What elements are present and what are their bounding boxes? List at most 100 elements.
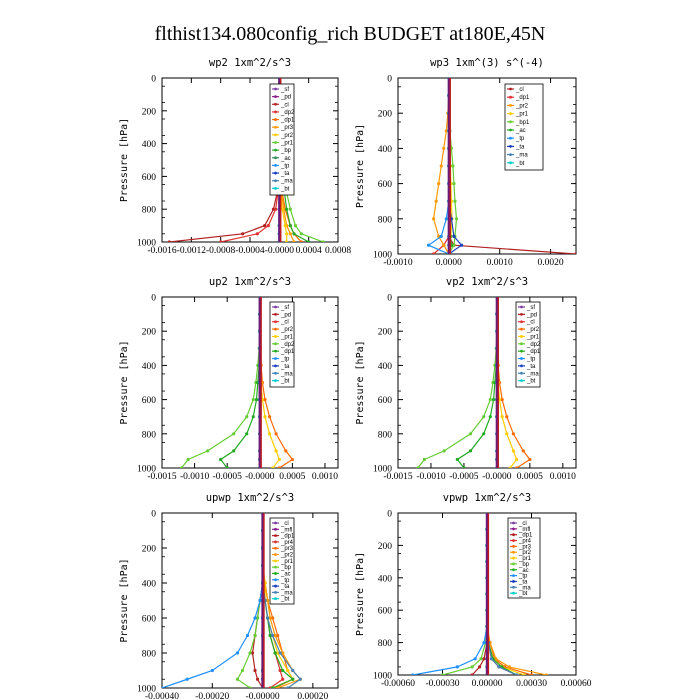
y-tick-label: 200	[142, 107, 157, 117]
y-tick-label: 800	[378, 430, 393, 440]
data-point	[452, 182, 456, 186]
plot-frame	[397, 296, 577, 469]
x-tick-label: 0.0005	[279, 472, 305, 482]
legend-label: _pr4	[280, 540, 294, 546]
data-point	[285, 240, 289, 242]
x-tick-label: -0.00030	[425, 679, 459, 689]
panel-title: up2 1xm^2/s^3	[209, 276, 291, 288]
legend-marker	[512, 544, 515, 548]
legend-label: _dp1	[526, 349, 541, 355]
legend-marker	[520, 320, 523, 324]
legend-marker	[274, 379, 277, 383]
data-point	[488, 415, 492, 419]
data-point	[442, 243, 446, 247]
series-group	[426, 78, 576, 254]
data-point	[482, 415, 486, 419]
legend-marker	[509, 104, 512, 107]
legend: _sf_pd _cl_pr2_pr1 _dp2_dp1 _tp_ta_ma _bt	[269, 301, 295, 388]
x-tick-label: -0.00040	[145, 692, 179, 700]
legend-label: _ma	[526, 371, 539, 377]
data-point	[267, 432, 272, 436]
data-point	[432, 217, 436, 221]
y-tick-label: 0	[387, 294, 392, 304]
legend-label: _bp	[518, 562, 530, 568]
data-point	[521, 449, 525, 453]
legend-label: _pd	[280, 95, 291, 101]
y-axis-label: Pressure [hPa]	[355, 124, 366, 208]
x-tick-label: 0.0005	[517, 472, 543, 482]
legend-marker	[274, 527, 277, 531]
data-point	[253, 668, 257, 673]
legend-label: _dp2	[526, 342, 541, 348]
plot-frame	[161, 77, 339, 243]
x-tick-label: -0.0015	[147, 472, 177, 482]
legend-marker	[509, 112, 512, 115]
legend-marker	[512, 521, 515, 525]
legend-label: _mfl	[280, 527, 292, 533]
legend-marker	[520, 327, 523, 331]
panel-title: wp3 1xm^(3) s^(-4)	[430, 57, 544, 69]
data-point	[278, 668, 282, 673]
legend-label: _cl	[515, 87, 524, 93]
panel-5: upwp 1xm^2/s^3 Pressure [hPa] 0 200 400 600 80…	[119, 492, 339, 700]
legend-label: _sf	[280, 87, 289, 93]
legend-label: _ta	[280, 364, 290, 370]
y-tick-label: 800	[142, 650, 157, 660]
data-point	[511, 449, 515, 453]
legend-marker	[274, 584, 277, 588]
x-tick-label: -0.00020	[195, 692, 229, 700]
data-point	[299, 240, 303, 242]
data-point	[479, 657, 483, 661]
legend-label: _dp1	[518, 533, 533, 539]
legend-label: _dp1	[280, 349, 295, 355]
data-point	[266, 598, 270, 603]
data-point	[470, 665, 474, 669]
data-point	[293, 224, 298, 228]
legend-marker	[274, 590, 277, 594]
y-tick-label: 0	[151, 510, 156, 520]
legend-label: _tp	[515, 136, 525, 142]
series-group	[167, 78, 325, 242]
data-point	[276, 633, 280, 638]
data-point	[280, 207, 284, 211]
data-point	[440, 673, 445, 675]
y-tick-label: 800	[142, 430, 157, 440]
legend-marker	[512, 539, 515, 542]
y-axis-label: Pressure [hPa]	[119, 558, 130, 642]
legend-label: _pr3	[280, 546, 294, 552]
data-point	[285, 232, 289, 236]
x-tick-label: -0.0000	[482, 472, 512, 482]
x-tick-label: 0.0010	[487, 258, 513, 268]
data-point	[240, 668, 245, 673]
panel-title: wp2 1xm^2/s^3	[209, 57, 291, 69]
legend-label: _bt	[526, 379, 536, 385]
data-point	[468, 449, 473, 453]
legend-label: _cl	[280, 521, 289, 527]
legend-label: _pr3	[280, 125, 294, 131]
data-point	[219, 457, 223, 462]
x-tick-label: -0.00060	[381, 679, 415, 689]
legend-marker	[520, 357, 523, 360]
legend-marker	[274, 164, 277, 167]
data-point	[281, 651, 285, 655]
data-point	[288, 224, 292, 228]
y-axis-label: Pressure [hPa]	[355, 340, 366, 424]
data-point	[522, 673, 526, 675]
legend-marker	[512, 527, 515, 531]
legend-marker	[509, 95, 512, 99]
data-point	[283, 224, 287, 228]
legend-marker	[274, 597, 277, 601]
legend-marker	[274, 578, 277, 582]
series-group	[416, 297, 532, 468]
legend-marker	[520, 371, 523, 375]
legend-marker	[274, 521, 277, 525]
data-point	[271, 686, 275, 688]
data-point	[439, 234, 443, 238]
legend-marker	[274, 133, 277, 137]
data-point	[491, 398, 496, 402]
data-point	[225, 466, 229, 468]
plot-frame	[397, 77, 577, 255]
legend-marker	[512, 568, 515, 572]
legend-marker	[274, 349, 277, 353]
data-point	[258, 598, 262, 603]
